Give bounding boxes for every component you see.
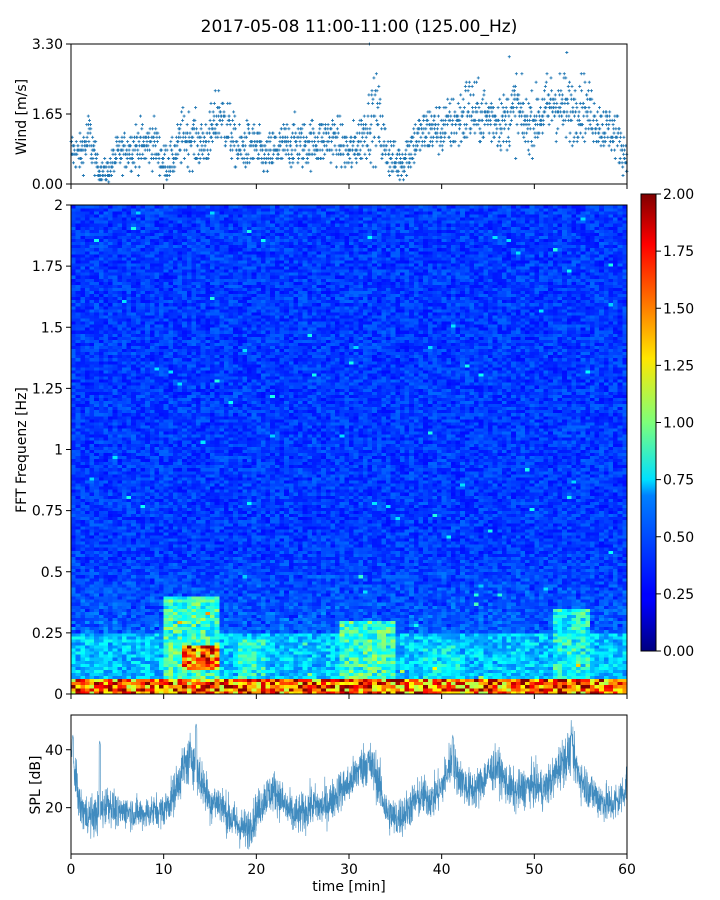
spectrogram-y-axis-label: FFT Frequenz [Hz] <box>14 387 30 513</box>
wind-scatter-series <box>69 42 629 184</box>
y-tick-label: 0 <box>54 687 63 703</box>
y-tick-label: 1 <box>54 443 63 459</box>
colorbar-tick-label: 1.00 <box>663 416 694 432</box>
colorbar-tick-label: 0.50 <box>663 530 694 546</box>
spectrogram-axes: 0 0.25 0.5 0.75 1 1.25 1.5 1.75 2 <box>32 198 628 703</box>
colorbar-tick-label: 0.00 <box>663 644 694 660</box>
colorbar-tick-label: 1.50 <box>663 301 694 317</box>
y-tick-label: 1.5 <box>41 320 63 336</box>
spl-y-axis-label: SPL [dB] <box>28 756 44 815</box>
colorbar-tick-label: 1.75 <box>663 244 694 260</box>
x-tick-label: 50 <box>525 862 543 878</box>
colorbar-gradient <box>640 193 657 652</box>
y-tick-label: 0.5 <box>41 565 63 581</box>
y-tick-label: 40 <box>45 743 63 759</box>
y-tick-label: 1.65 <box>32 107 63 123</box>
colorbar-tick-label: 2.00 <box>663 187 694 203</box>
spl-line <box>70 720 628 850</box>
x-tick-label: 40 <box>433 862 451 878</box>
spl-line-series <box>70 720 628 850</box>
y-tick-label: 2 <box>54 198 63 214</box>
figure-title: 2017-05-08 11:00-11:00 (125.00_Hz) <box>201 17 518 37</box>
x-tick-label: 10 <box>155 862 173 878</box>
y-tick-label: 3.30 <box>32 37 63 53</box>
wind-axes: 0.00 1.65 3.30 <box>32 37 628 193</box>
spectrogram-heatmap <box>71 205 628 695</box>
y-tick-label: 1.25 <box>32 381 63 397</box>
colorbar-tick-label: 1.25 <box>663 358 694 374</box>
wind-markers <box>69 42 629 184</box>
colorbar: 0.00 0.25 0.50 0.75 1.00 1.25 1.50 1.75 2.00 <box>640 187 694 660</box>
wind-y-axis-label: Wind [m/s] <box>14 79 30 155</box>
x-tick-label: 0 <box>67 862 76 878</box>
y-tick-label: 1.75 <box>32 259 63 275</box>
spl-panel: 20 40 0 10 20 30 40 50 60 SPL [dB] time [min] <box>28 714 636 895</box>
y-tick-label: 0.00 <box>32 177 63 193</box>
colorbar-tick-label: 0.75 <box>663 473 694 489</box>
y-tick-label: 0.25 <box>32 626 63 642</box>
spl-axes: 20 40 0 10 20 30 40 50 60 <box>45 714 636 878</box>
colorbar-tick-label: 0.25 <box>663 587 694 603</box>
y-tick-label: 20 <box>45 801 63 817</box>
x-tick-label: 30 <box>340 862 358 878</box>
x-tick-label: 20 <box>247 862 265 878</box>
spl-x-axis-label: time [min] <box>312 879 385 895</box>
spectrogram-panel: 0 0.25 0.5 0.75 1 1.25 1.5 1.75 2 FFT Frequenz [… <box>14 198 628 703</box>
colorbar-ticks: 0.00 0.25 0.50 0.75 1.00 1.25 1.50 1.75 2.00 <box>656 187 694 660</box>
x-tick-label: 60 <box>618 862 636 878</box>
y-tick-label: 0.75 <box>32 504 63 520</box>
wind-panel: 0.00 1.65 3.30 Wind [m/s] <box>14 37 629 193</box>
